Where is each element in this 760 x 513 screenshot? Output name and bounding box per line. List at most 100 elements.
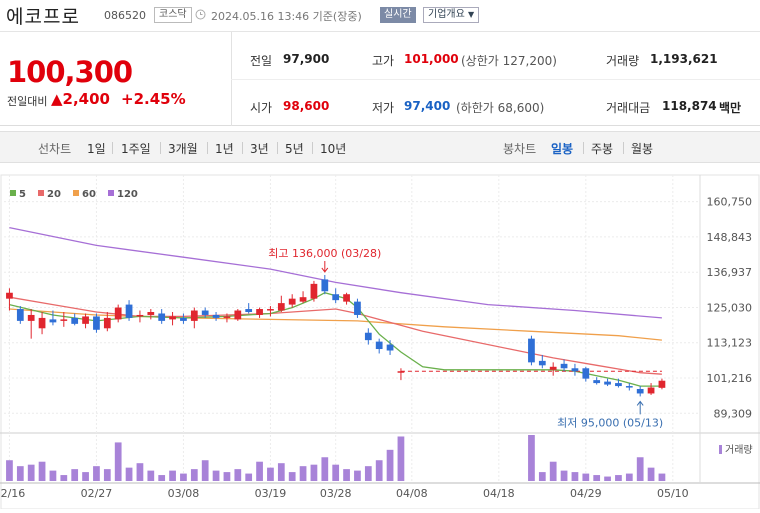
legend-swatch — [10, 190, 16, 196]
candle-body — [593, 380, 601, 384]
candle-body — [267, 309, 274, 311]
candle-body — [538, 360, 546, 366]
legend-label: 5 — [19, 189, 26, 200]
candle-body — [212, 314, 220, 318]
volume-bar — [147, 470, 155, 481]
volume-bar — [615, 475, 622, 481]
header-bar: 에코프로 086520 코스닥 2024.05.16 13:46 기준(장중) … — [0, 0, 760, 32]
company-name: 에코프로 — [6, 6, 80, 28]
low-arrow — [636, 400, 644, 415]
volume-bar — [332, 464, 340, 481]
candle-body — [528, 338, 535, 363]
tab-line-5y[interactable]: 5년 — [285, 142, 304, 156]
volume-bar — [560, 470, 568, 481]
volume-bar — [375, 460, 383, 481]
tab-candle-monthly[interactable]: 월봉 — [631, 142, 654, 156]
upper-limit: (상한가 127,200) — [461, 54, 557, 68]
tab-line-1w[interactable]: 1주일 — [121, 142, 151, 156]
divider — [242, 142, 243, 154]
volume-bar — [582, 473, 590, 481]
divider — [312, 142, 313, 154]
y-tick-label: 136,937 — [707, 266, 753, 279]
realtime-button[interactable]: 실시간 — [380, 7, 416, 23]
candle-body — [658, 380, 666, 388]
open-value: 98,600 — [283, 99, 330, 113]
tab-candle-daily[interactable]: 일봉 — [551, 142, 574, 156]
candle-body — [223, 316, 231, 318]
volume-bar — [49, 470, 57, 481]
low-annotation: 최저 95,000 (05/13) — [557, 416, 663, 429]
volume-bar — [288, 472, 296, 481]
volume-bar — [71, 469, 79, 481]
volume-bar — [299, 466, 307, 481]
volume-legend-label: 거래량 — [725, 444, 753, 456]
volume-bar — [125, 467, 133, 481]
candle-body — [386, 344, 394, 351]
x-tick-label: 02/27 — [81, 487, 113, 500]
candle-body — [27, 314, 35, 321]
y-tick-label: 160,750 — [707, 196, 753, 209]
company-overview-label: 기업개요 — [428, 9, 465, 20]
candlestick-chart: 160,750 148,843 136,937 125,030 113,123 101,2… — [0, 174, 760, 510]
volume-bar — [321, 457, 329, 481]
candle-body — [6, 292, 13, 299]
candle-body — [103, 317, 111, 329]
volume-bar — [310, 464, 318, 481]
x-tick-label: 02/16 — [0, 487, 25, 500]
ma120-line — [9, 226, 662, 319]
volume-bar — [223, 472, 231, 481]
volume-bar — [528, 435, 535, 481]
divider — [583, 142, 584, 154]
candle-body — [82, 316, 89, 324]
y-tick-label: 125,030 — [707, 301, 753, 314]
amount-unit: 백만 — [719, 101, 742, 115]
legend-swatch — [73, 190, 79, 196]
candle-body — [375, 341, 383, 350]
divider — [231, 79, 760, 80]
candle-body — [93, 316, 100, 330]
candle-body — [169, 316, 176, 320]
candle-body — [582, 368, 590, 379]
tab-line-10y[interactable]: 10년 — [320, 142, 347, 156]
candle-body — [201, 310, 209, 315]
candle-body — [560, 363, 568, 369]
candle-body — [549, 366, 557, 370]
tab-line-1y[interactable]: 1년 — [215, 142, 234, 156]
volume-bar — [114, 442, 122, 481]
candle-body — [615, 383, 622, 387]
x-tick-label: 03/19 — [255, 487, 287, 500]
volume-bar — [158, 475, 166, 481]
price-change-value: 2,400 — [62, 90, 110, 108]
volume-bar — [604, 476, 611, 481]
market-badge: 코스닥 — [154, 7, 192, 23]
low-value: 97,400 — [404, 99, 451, 113]
candle-body — [625, 386, 633, 388]
divider — [207, 142, 208, 154]
x-tick-label: 04/18 — [483, 487, 515, 500]
legend-label: 20 — [47, 189, 61, 200]
candle-body — [60, 319, 68, 321]
volume-bar — [201, 460, 209, 481]
candle-body — [180, 317, 187, 321]
tab-line-1d[interactable]: 1일 — [87, 142, 106, 156]
ma20-line — [9, 296, 662, 375]
volume-bar — [538, 472, 546, 481]
tab-line-3y[interactable]: 3년 — [250, 142, 269, 156]
company-code: 086520 — [104, 9, 146, 22]
amount-value: 118,874 — [662, 99, 717, 113]
high-label: 고가 — [372, 54, 395, 68]
volume-bar — [397, 436, 405, 481]
x-tick-label: 04/08 — [396, 487, 428, 500]
tab-candle-weekly[interactable]: 주봉 — [591, 142, 614, 156]
compare-label: 전일대비 — [7, 95, 48, 108]
candle-body — [397, 371, 405, 373]
volume-bar — [267, 467, 274, 481]
high-annotation: 최고 136,000 (03/28) — [268, 247, 381, 260]
company-overview-dropdown[interactable]: 기업개요 ▼ — [423, 7, 480, 23]
divider — [160, 142, 161, 154]
legend-swatch — [38, 190, 44, 196]
tab-line-3m[interactable]: 3개월 — [168, 142, 198, 156]
volume-bar — [245, 473, 253, 481]
open-label: 시가 — [250, 101, 273, 115]
high-value: 101,000 — [404, 52, 459, 66]
